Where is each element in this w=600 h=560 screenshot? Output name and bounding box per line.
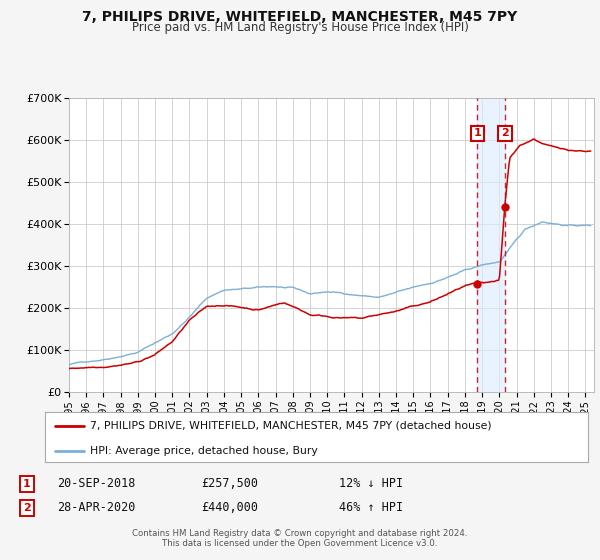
- Text: 46% ↑ HPI: 46% ↑ HPI: [339, 501, 403, 515]
- Text: 12% ↓ HPI: 12% ↓ HPI: [339, 477, 403, 491]
- Bar: [477, 98, 505, 392]
- Text: 1: 1: [23, 479, 31, 489]
- Text: Contains HM Land Registry data © Crown copyright and database right 2024.: Contains HM Land Registry data © Crown c…: [132, 529, 468, 538]
- Text: 1: 1: [473, 128, 481, 138]
- Text: HPI: Average price, detached house, Bury: HPI: Average price, detached house, Bury: [89, 446, 317, 456]
- Text: This data is licensed under the Open Government Licence v3.0.: This data is licensed under the Open Gov…: [163, 539, 437, 548]
- Text: Price paid vs. HM Land Registry's House Price Index (HPI): Price paid vs. HM Land Registry's House …: [131, 21, 469, 34]
- Text: £440,000: £440,000: [201, 501, 258, 515]
- Text: 7, PHILIPS DRIVE, WHITEFIELD, MANCHESTER, M45 7PY (detached house): 7, PHILIPS DRIVE, WHITEFIELD, MANCHESTER…: [89, 421, 491, 431]
- Text: 7, PHILIPS DRIVE, WHITEFIELD, MANCHESTER, M45 7PY: 7, PHILIPS DRIVE, WHITEFIELD, MANCHESTER…: [82, 10, 518, 24]
- Text: £257,500: £257,500: [201, 477, 258, 491]
- Text: 28-APR-2020: 28-APR-2020: [57, 501, 136, 515]
- Text: 2: 2: [501, 128, 509, 138]
- Text: 20-SEP-2018: 20-SEP-2018: [57, 477, 136, 491]
- Text: 2: 2: [23, 503, 31, 513]
